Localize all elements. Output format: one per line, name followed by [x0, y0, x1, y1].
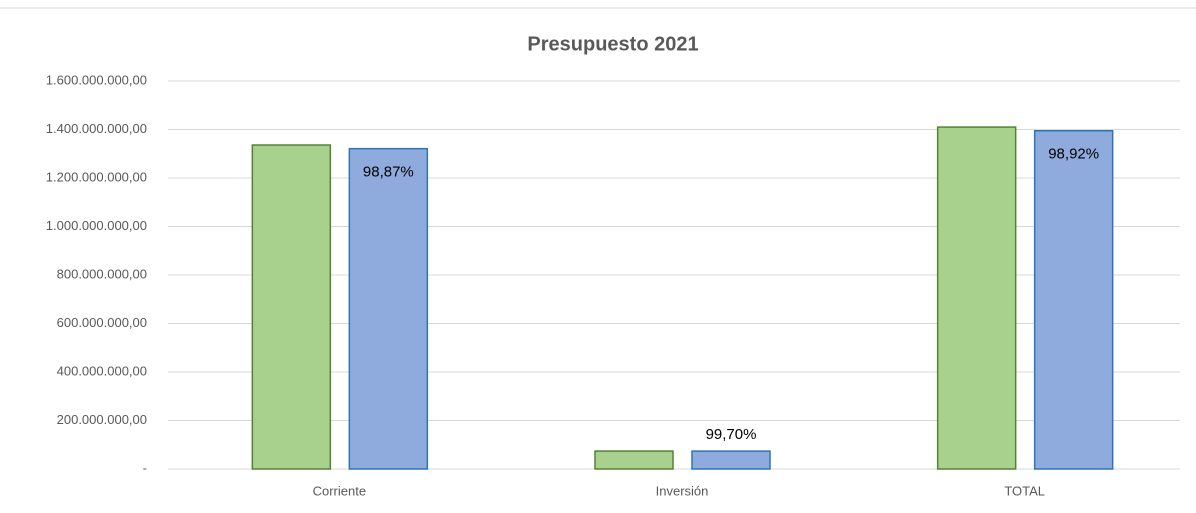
bar [936, 126, 1017, 470]
x-tick-label: Inversión [656, 483, 709, 498]
bar [1033, 130, 1114, 470]
y-tick-label: 1.400.000.000,00 [46, 121, 147, 136]
bar [251, 144, 332, 470]
chart-title: Presupuesto 2021 [527, 33, 698, 55]
bar [348, 147, 429, 470]
x-tick-label: TOTAL [1004, 483, 1045, 498]
y-tick-label: 1.600.000.000,00 [46, 72, 147, 87]
y-tick-label: 200.000.000,00 [57, 412, 147, 427]
annotation: 99,70% [706, 426, 757, 443]
y-tick-label: 400.000.000,00 [57, 363, 147, 378]
y-tick-label: 600.000.000,00 [57, 315, 147, 330]
y-tick-label: 1.200.000.000,00 [46, 169, 147, 184]
bar [594, 450, 674, 470]
annotation: 98,92% [1048, 146, 1099, 163]
y-tick-label: 800.000.000,00 [57, 266, 147, 281]
annotation: 98,87% [363, 164, 414, 181]
y-tick-label: - [143, 460, 147, 475]
x-tick-label: Corriente [313, 483, 366, 498]
y-tick-label: 1.000.000.000,00 [46, 218, 147, 233]
bar [691, 450, 771, 470]
